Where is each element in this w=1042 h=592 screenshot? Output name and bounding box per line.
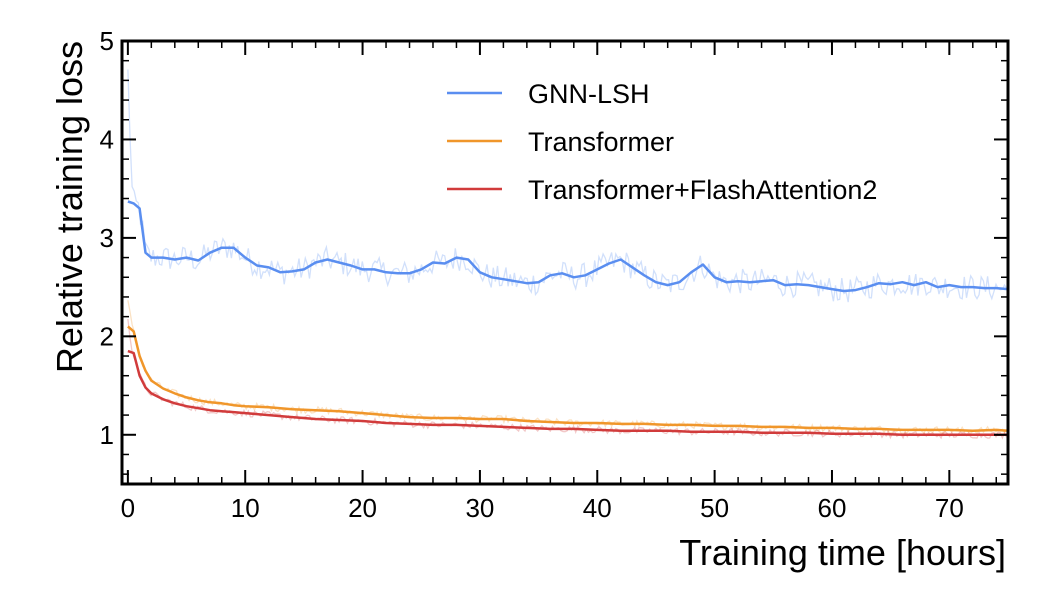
x-axis-label: Training time [hours] xyxy=(679,532,1006,573)
raw-trace-transformer-flashattention2 xyxy=(127,319,1008,440)
y-tick-label: 1 xyxy=(100,420,114,450)
series-line-transformer-flashattention2 xyxy=(127,349,1008,437)
y-tick-label: 5 xyxy=(100,26,114,56)
series-line-transformer xyxy=(127,325,1009,433)
x-tick-label: 20 xyxy=(348,493,377,523)
plot-frame xyxy=(120,39,1010,486)
series-line-gnn-lsh xyxy=(127,200,1009,293)
legend-label: Transformer xyxy=(528,127,674,157)
legend: GNN-LSH Transformer Transformer+FlashAtten… xyxy=(447,79,877,205)
x-tick-label: 70 xyxy=(935,493,964,523)
y-axis-label: Relative training loss xyxy=(49,41,90,373)
raw-loss-traces xyxy=(127,69,1008,440)
legend-label: GNN-LSH xyxy=(528,79,650,109)
x-tick-label: 60 xyxy=(818,493,847,523)
legend-label: Transformer+FlashAttention2 xyxy=(528,175,877,205)
y-tick-label: 4 xyxy=(100,124,114,154)
y-tick-label: 3 xyxy=(100,223,114,253)
x-tick-label: 10 xyxy=(231,493,260,523)
x-tick-label: 30 xyxy=(465,493,494,523)
x-tick-label: 0 xyxy=(121,493,135,523)
x-tick-label: 40 xyxy=(583,493,612,523)
tick-labels: 0 10 20 30 40 50 60 70 1 2 3 4 5 xyxy=(100,26,964,523)
y-tick-label: 2 xyxy=(100,321,114,351)
x-tick-label: 50 xyxy=(700,493,729,523)
smoothed-loss-lines xyxy=(127,200,1009,437)
